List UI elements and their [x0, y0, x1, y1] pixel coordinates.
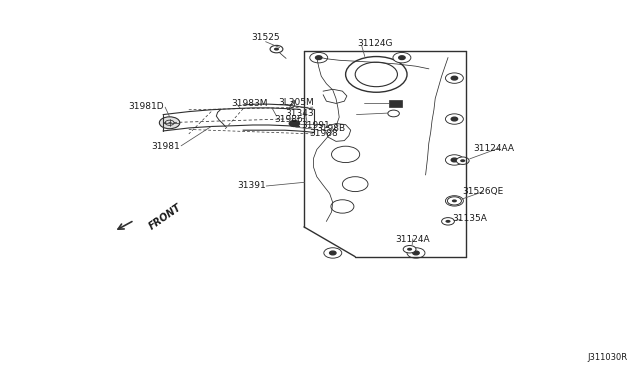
- Circle shape: [159, 117, 180, 129]
- Text: 31983M: 31983M: [232, 99, 268, 108]
- Circle shape: [445, 220, 451, 223]
- Text: 31981D: 31981D: [128, 102, 164, 111]
- Text: 3198B: 3198B: [316, 124, 346, 133]
- Circle shape: [460, 159, 465, 162]
- Text: 31124A: 31124A: [396, 235, 430, 244]
- Text: 31526QE: 31526QE: [462, 187, 503, 196]
- Circle shape: [445, 114, 463, 124]
- Circle shape: [403, 246, 416, 253]
- Text: 31988: 31988: [310, 129, 339, 138]
- Bar: [389, 100, 402, 107]
- Text: 31981: 31981: [152, 142, 180, 151]
- Text: 31124G: 31124G: [357, 39, 392, 48]
- Circle shape: [445, 73, 463, 83]
- Circle shape: [451, 158, 458, 162]
- Circle shape: [413, 251, 419, 255]
- Text: 31991: 31991: [301, 121, 330, 130]
- Circle shape: [289, 121, 300, 126]
- Circle shape: [270, 45, 283, 53]
- Circle shape: [310, 52, 328, 63]
- Circle shape: [393, 52, 411, 63]
- Text: 31391: 31391: [237, 182, 266, 190]
- Circle shape: [451, 199, 458, 203]
- Text: 31124AA: 31124AA: [474, 144, 515, 153]
- Circle shape: [330, 251, 336, 255]
- Text: 31525: 31525: [252, 33, 280, 42]
- Circle shape: [452, 199, 457, 202]
- Circle shape: [316, 56, 322, 60]
- Circle shape: [445, 196, 463, 206]
- Text: 31343: 31343: [285, 109, 314, 118]
- Circle shape: [274, 48, 279, 51]
- Circle shape: [442, 218, 454, 225]
- Circle shape: [407, 248, 412, 251]
- Text: J311030R: J311030R: [587, 353, 627, 362]
- Circle shape: [451, 76, 458, 80]
- Circle shape: [324, 248, 342, 258]
- Circle shape: [407, 248, 425, 258]
- Circle shape: [451, 117, 458, 121]
- Text: FRONT: FRONT: [147, 202, 183, 231]
- Text: 3L305M: 3L305M: [278, 98, 314, 107]
- Circle shape: [456, 157, 469, 164]
- Circle shape: [445, 155, 463, 165]
- Text: 31986: 31986: [274, 115, 303, 124]
- Text: 31135A: 31135A: [452, 214, 486, 223]
- Circle shape: [447, 197, 461, 205]
- Circle shape: [399, 56, 405, 60]
